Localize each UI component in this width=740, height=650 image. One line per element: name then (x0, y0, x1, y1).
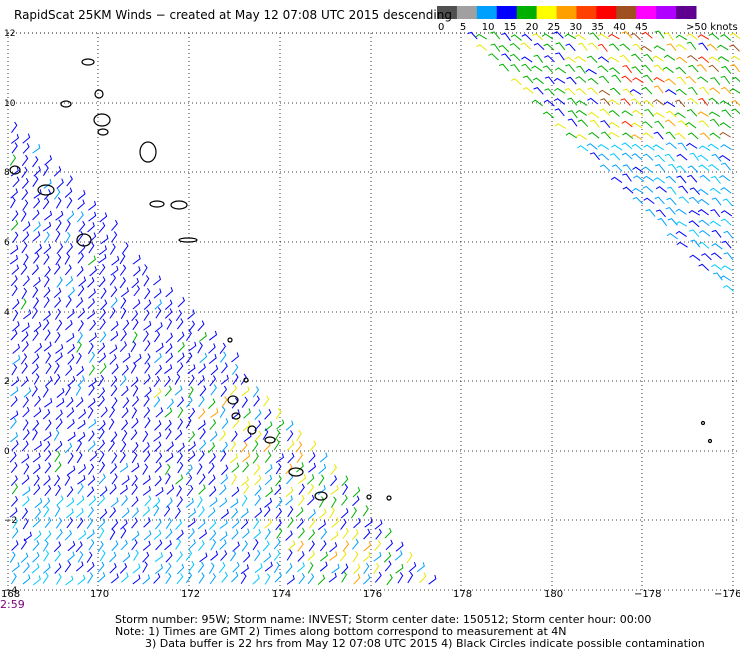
wind-barbs (9, 30, 740, 586)
lat-label: 0 (4, 447, 10, 457)
island-outline (227, 337, 233, 343)
lat-label: 6 (4, 238, 10, 248)
island-outline (37, 184, 55, 196)
island-outline (76, 233, 92, 247)
legend-label: 15 (504, 22, 517, 33)
legend-swatch (456, 6, 478, 19)
lat-label: −2 (4, 516, 17, 526)
lon-label: −178 (634, 589, 661, 600)
island-outline (707, 438, 713, 444)
island-outline (227, 395, 239, 405)
island-outline (243, 377, 249, 383)
lat-label: 10 (4, 99, 16, 109)
island-outlines (9, 58, 713, 501)
lat-label: 12 (4, 29, 15, 39)
legend-labels: 0 5 10 15 20 25 30 35 40 45 >50 knots (438, 22, 738, 33)
legend-label: 10 (482, 22, 495, 33)
island-outline (386, 495, 392, 501)
legend-label: 25 (548, 22, 561, 33)
storm-info: Storm number: 95W; Storm name: INVEST; S… (115, 613, 652, 626)
island-outline (149, 200, 165, 208)
lon-label: 180 (544, 589, 563, 600)
legend-swatch (556, 6, 577, 19)
legend-swatch (496, 6, 518, 19)
note-line-2: 3) Data buffer is 22 hrs from May 12 07:… (145, 637, 705, 650)
legend-label: 20 (526, 22, 539, 33)
legend-swatch (516, 6, 538, 19)
island-outline (178, 237, 198, 243)
legend-swatch (536, 6, 558, 19)
lon-label: 168 (1, 589, 20, 600)
legend-label: 40 (613, 22, 626, 33)
island-outline (94, 89, 104, 99)
wind-speed-legend: 0 5 10 15 20 25 30 35 40 45 >50 knots (437, 6, 738, 33)
legend-label: 0 (438, 22, 444, 33)
island-outline (231, 412, 241, 420)
legend-label: 30 (569, 22, 582, 33)
legend-swatch (656, 6, 677, 19)
island-outline (93, 113, 111, 127)
map-grid (7, 32, 740, 591)
legend-swatch (576, 6, 597, 19)
legend-swatch (437, 6, 458, 19)
legend-label: 45 (635, 22, 648, 33)
legend-swatch (616, 6, 637, 19)
lon-label: 176 (363, 589, 382, 600)
lon-label: 170 (90, 589, 109, 600)
island-outline (139, 141, 157, 163)
island-outline (60, 100, 72, 108)
legend-label: 35 (591, 22, 604, 33)
time-label: 2:59 (0, 598, 25, 611)
legend-swatch (476, 6, 498, 19)
lon-label: −176 (714, 589, 740, 600)
lon-label: 178 (453, 589, 472, 600)
island-outline (700, 420, 706, 426)
lat-label: 4 (4, 308, 10, 318)
lon-label: 172 (181, 589, 200, 600)
lat-label: 8 (4, 168, 10, 178)
island-outline (9, 165, 21, 175)
legend-label: >50 knots (686, 22, 738, 33)
legend-label: 5 (460, 22, 466, 33)
island-outline (247, 425, 257, 435)
legend-swatch (636, 6, 657, 19)
island-outline (288, 467, 304, 477)
lon-label: 174 (272, 589, 291, 600)
island-outline (314, 491, 328, 501)
legend-swatches (437, 6, 697, 19)
island-outline (81, 58, 95, 66)
island-outline (97, 128, 109, 136)
lat-label: 2 (4, 377, 10, 387)
lat-label: −4 (4, 586, 18, 596)
island-outline (170, 200, 188, 210)
note-line-1: Note: 1) Times are GMT 2) Times along bo… (115, 625, 567, 638)
legend-swatch (596, 6, 617, 19)
page-title: RapidScat 25KM Winds − created at May 12… (14, 8, 452, 22)
island-outline (264, 436, 276, 444)
legend-swatch (676, 6, 697, 19)
island-outline (366, 494, 372, 500)
